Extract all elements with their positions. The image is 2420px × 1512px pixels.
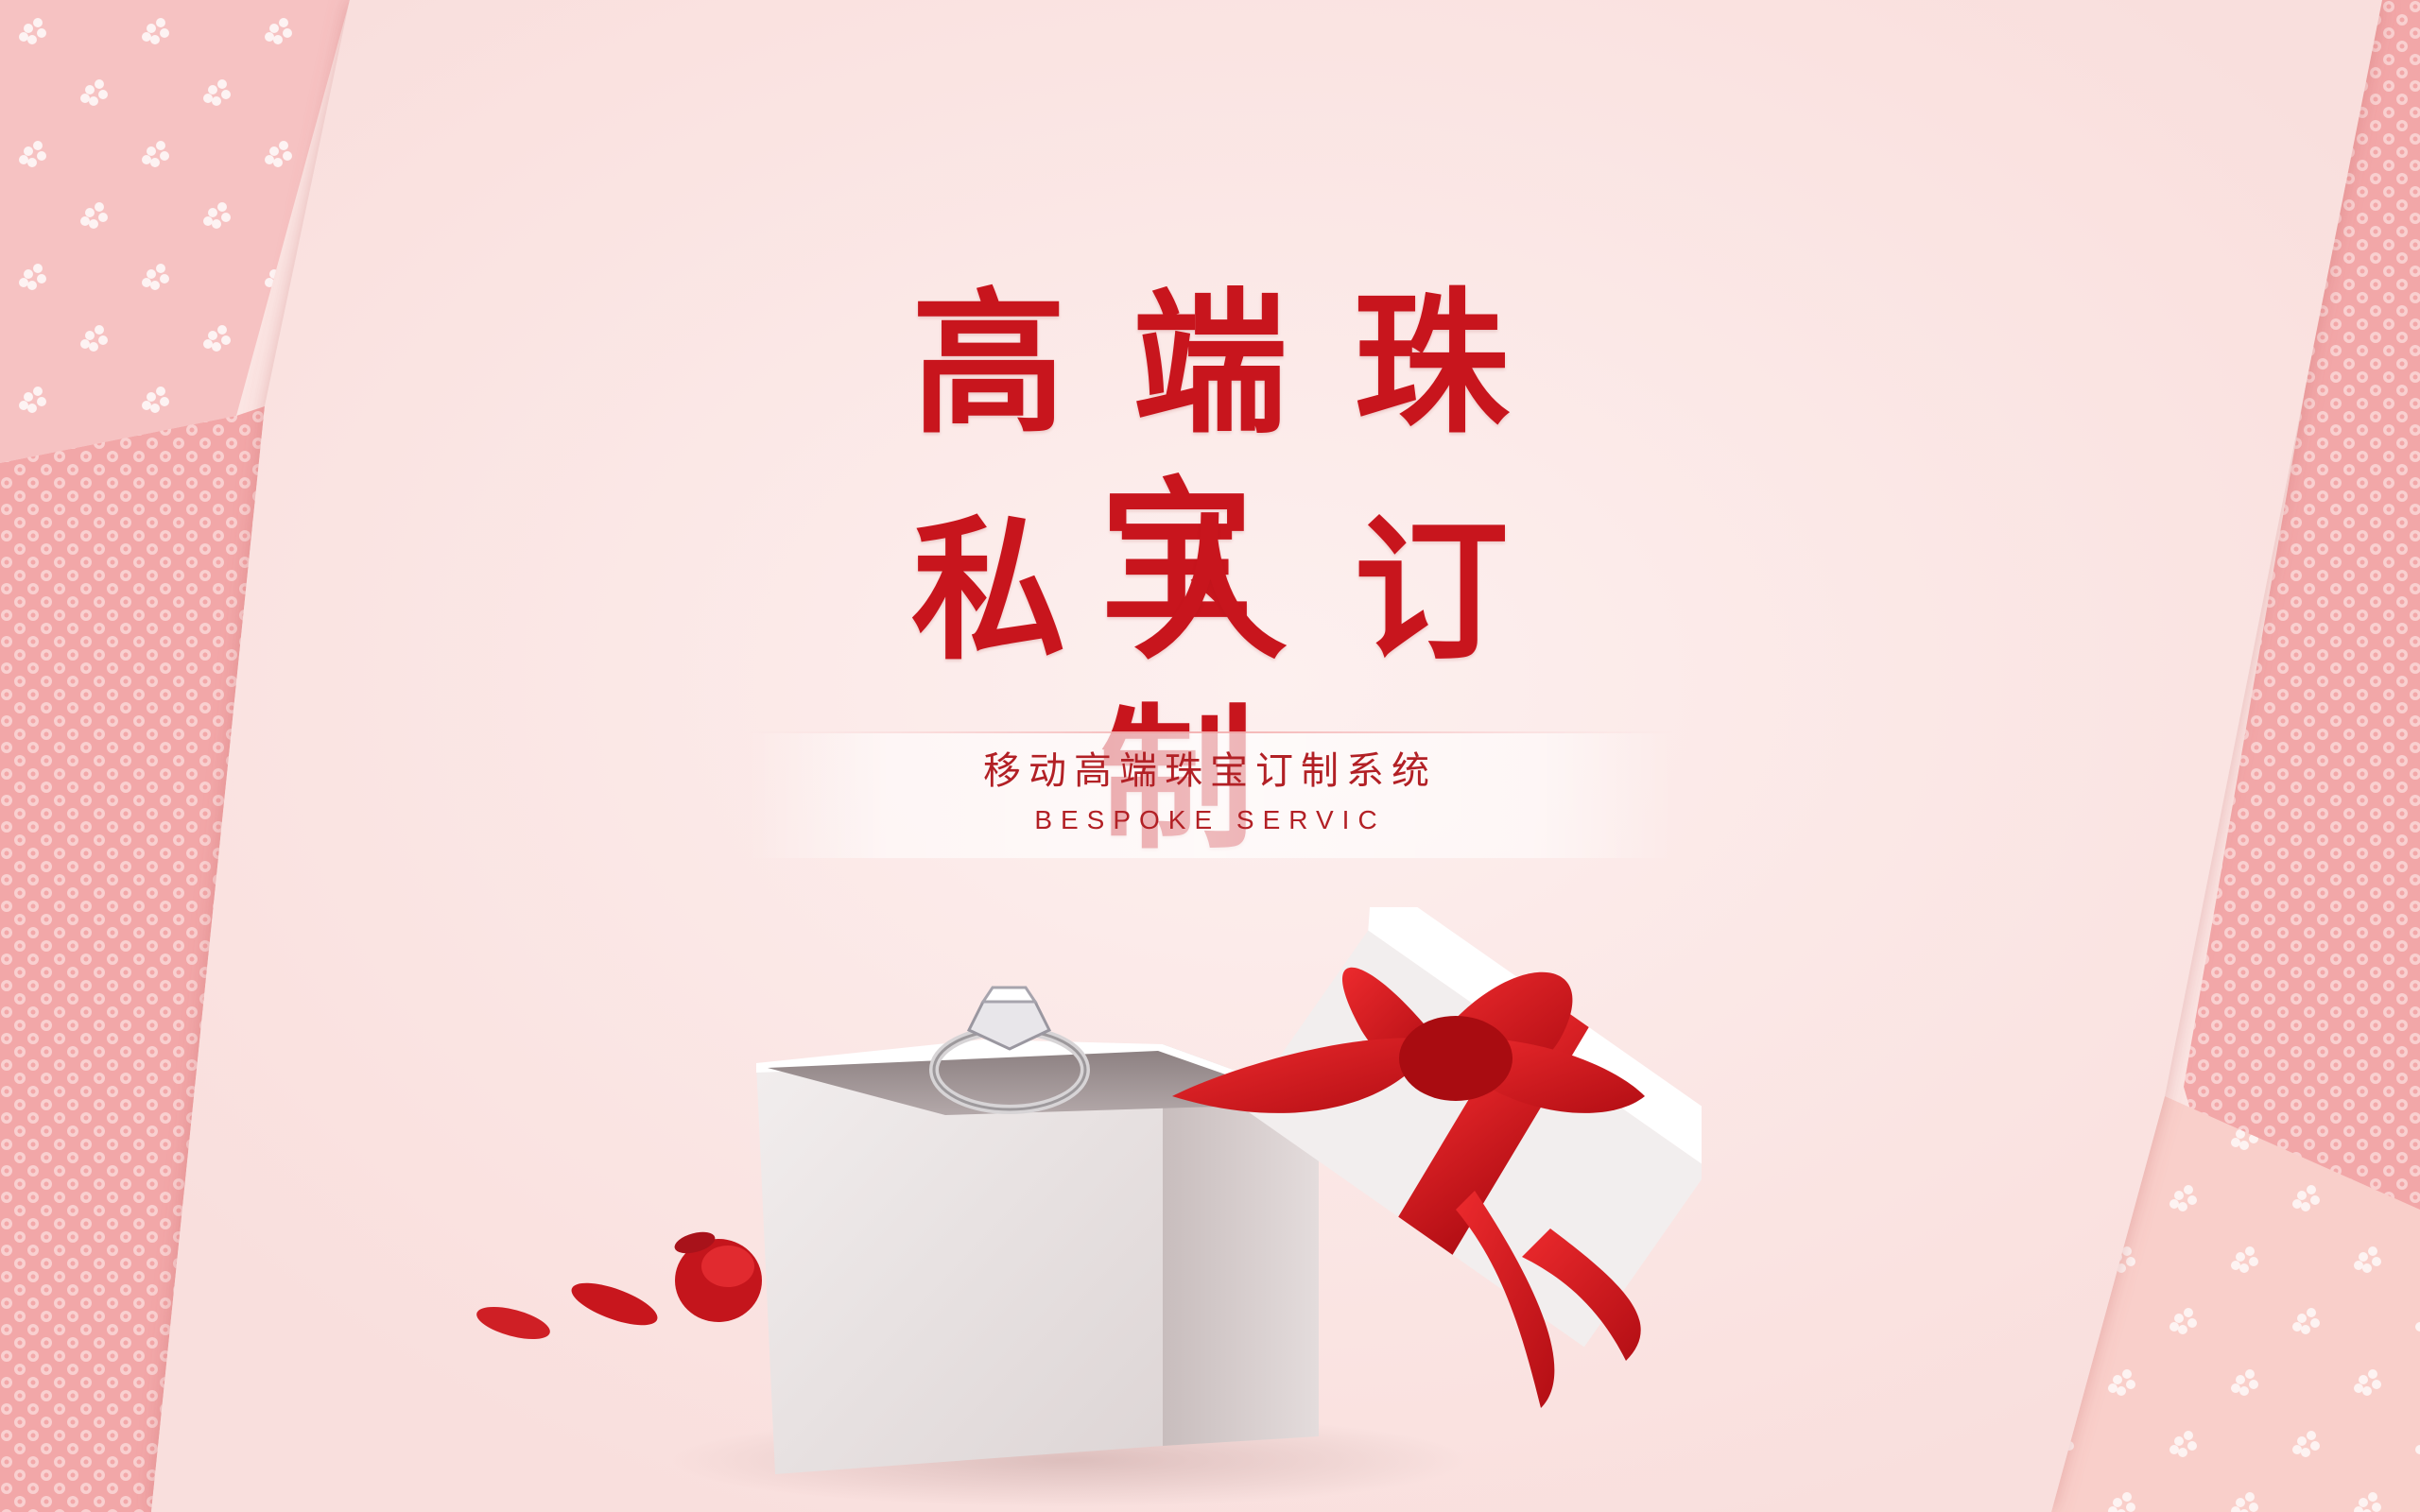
ring-icon (929, 986, 1090, 1114)
subtitle-chinese: 移动高端珠宝订制系统 (983, 749, 1437, 793)
gift-box-with-ring-icon (476, 907, 1702, 1507)
headline-line-1: 高端珠宝 (910, 272, 1575, 644)
bow-icon (1172, 967, 1645, 1408)
rose-petal-icon (476, 1231, 762, 1340)
subtitle-ribbon (747, 731, 1673, 858)
subtitle-english: BESPOKE SERVIC (1034, 805, 1386, 834)
